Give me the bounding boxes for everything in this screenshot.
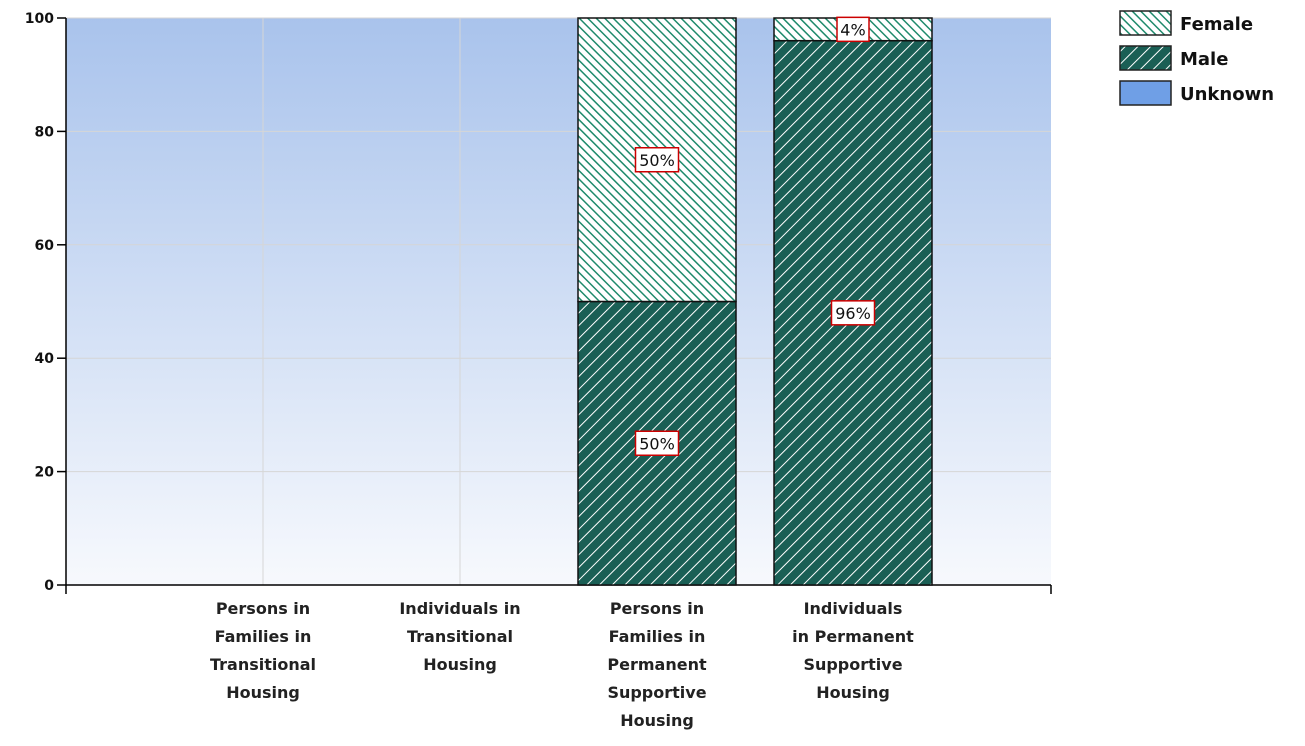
legend-swatch-unknown bbox=[1119, 80, 1172, 106]
legend: Female Male Unknown bbox=[1119, 10, 1274, 106]
data-label-female-4: 4% bbox=[840, 20, 865, 39]
y-tick-label-80: 80 bbox=[35, 124, 55, 140]
data-label-box-male-3 bbox=[634, 430, 680, 456]
x-category-label-1: Persons in Families in Transitional Housing bbox=[210, 599, 316, 702]
data-label-female-3: 50% bbox=[639, 151, 675, 170]
y-tick-label-60: 60 bbox=[35, 238, 55, 254]
legend-label-unknown: Unknown bbox=[1180, 84, 1274, 105]
y-tick-label-20: 20 bbox=[35, 465, 55, 481]
data-labels: 50% 50% 96% 4% bbox=[634, 16, 876, 456]
x-category-label-2: Individuals in Transitional Housing bbox=[399, 599, 520, 674]
data-label-male-3: 50% bbox=[639, 434, 675, 453]
y-tick-label-100: 100 bbox=[25, 11, 54, 27]
y-tick-label-40: 40 bbox=[35, 351, 55, 367]
data-label-male-4: 96% bbox=[835, 304, 871, 323]
data-label-box-female-4 bbox=[836, 16, 870, 43]
legend-label-male: Male bbox=[1180, 49, 1228, 70]
bars bbox=[577, 17, 933, 586]
axes: 0 20 40 60 80 100 Persons in Families in Transit… bbox=[25, 11, 1052, 730]
legend-swatch-female bbox=[1119, 10, 1172, 36]
x-category-label-3: Persons in Families in Permanent Supportive… bbox=[607, 599, 707, 730]
data-label-box-female-3 bbox=[634, 147, 680, 173]
legend-swatch-male bbox=[1119, 45, 1172, 71]
data-label-box-male-4 bbox=[830, 300, 876, 326]
y-tick-label-0: 0 bbox=[44, 578, 54, 594]
legend-label-female: Female bbox=[1180, 14, 1253, 35]
x-category-label-4: Individuals in Permanent Supportive Housing bbox=[792, 599, 914, 702]
